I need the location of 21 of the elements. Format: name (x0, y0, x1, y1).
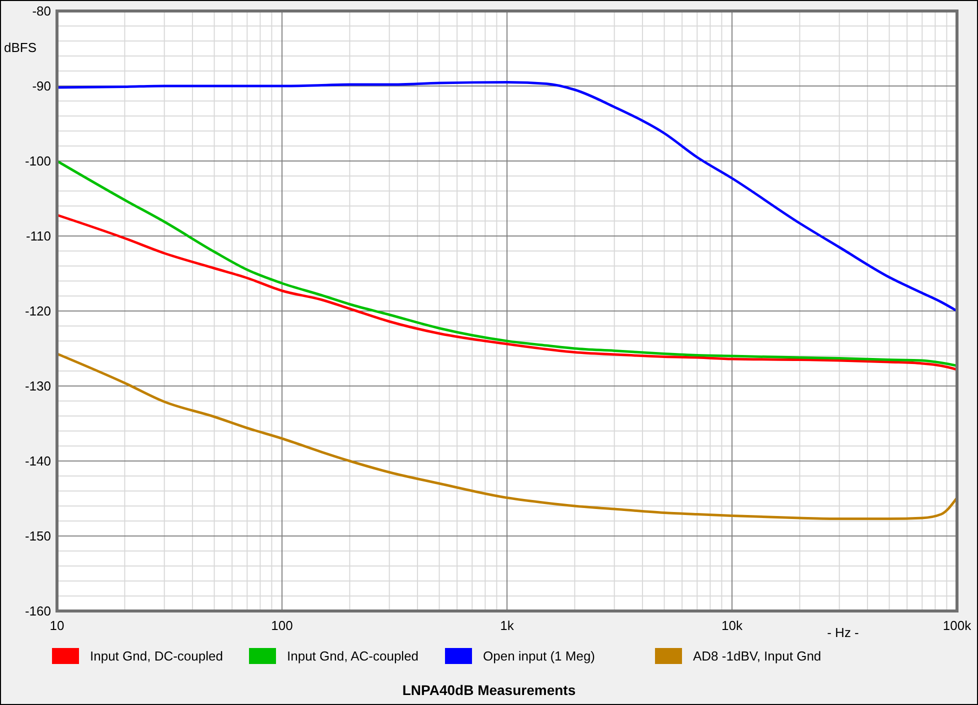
x-tick-label: 10 (50, 618, 64, 633)
text: LNPA40dB Measurements (402, 682, 576, 698)
x-tick-label: 100k (942, 618, 972, 633)
y-tick-label: -140 (24, 454, 51, 469)
x-tick-label: 100 (271, 618, 293, 633)
x-tick-label: 1k (500, 618, 514, 633)
x-axis-title: - Hz - (827, 625, 859, 640)
legend-label: Open input (1 Meg) (483, 648, 596, 664)
y-tick-label: -90 (32, 78, 51, 94)
y-tick-label: -120 (24, 304, 51, 319)
y-tick-label: -150 (24, 528, 51, 544)
y-tick-label: -160 (24, 604, 51, 619)
y-tick-label: -100 (24, 154, 51, 169)
legend-label: Input Gnd, AC-coupled (287, 648, 419, 664)
legend-label: Input Gnd, DC-coupled (90, 648, 223, 664)
y-tick-label: -110 (26, 228, 51, 244)
y-tick-label: -130 (24, 378, 51, 394)
y-tick-label: -80 (32, 4, 51, 19)
x-tick-label: 10k (722, 618, 743, 633)
y-axis-title: dBFS (4, 40, 37, 55)
legend-label: AD8 -1dBV, Input Gnd (693, 648, 822, 664)
